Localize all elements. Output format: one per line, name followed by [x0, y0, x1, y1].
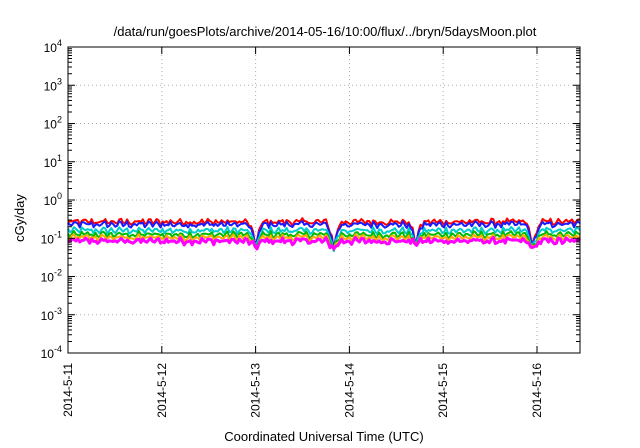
x-tick-label: 2014-5-15	[436, 363, 450, 418]
y-tick-label: 10-2	[41, 268, 62, 285]
y-tick-label: 10-4	[41, 344, 62, 361]
grid-lines	[68, 47, 580, 353]
x-axis-label: Coordinated Universal Time (UTC)	[224, 429, 423, 444]
series-line	[67, 226, 581, 252]
axis-ticks	[67, 46, 580, 354]
x-tick-label: 2014-5-11	[61, 363, 75, 417]
x-tick-label: 2014-5-13	[249, 363, 263, 418]
chart-title: /data/run/goesPlots/archive/2014-05-16/1…	[114, 24, 537, 39]
series-line	[67, 217, 581, 251]
series-line	[67, 220, 581, 252]
y-tick-label: 103	[44, 76, 62, 93]
y-tick-label: 101	[44, 153, 62, 170]
series-layer	[67, 217, 581, 252]
y-tick-label: 10-1	[41, 229, 62, 246]
x-tick-label: 2014-5-16	[530, 363, 544, 418]
y-tick-label: 102	[44, 115, 62, 132]
series-line	[67, 236, 581, 251]
y-axis-label: cGy/day	[12, 194, 27, 242]
y-tick-label: 100	[44, 191, 62, 208]
x-tick-label: 2014-5-12	[155, 363, 169, 418]
x-tick-label: 2014-5-14	[342, 363, 356, 418]
series-line	[67, 230, 581, 251]
y-tick-label: 104	[44, 38, 62, 55]
y-tick-label: 10-3	[41, 306, 62, 323]
